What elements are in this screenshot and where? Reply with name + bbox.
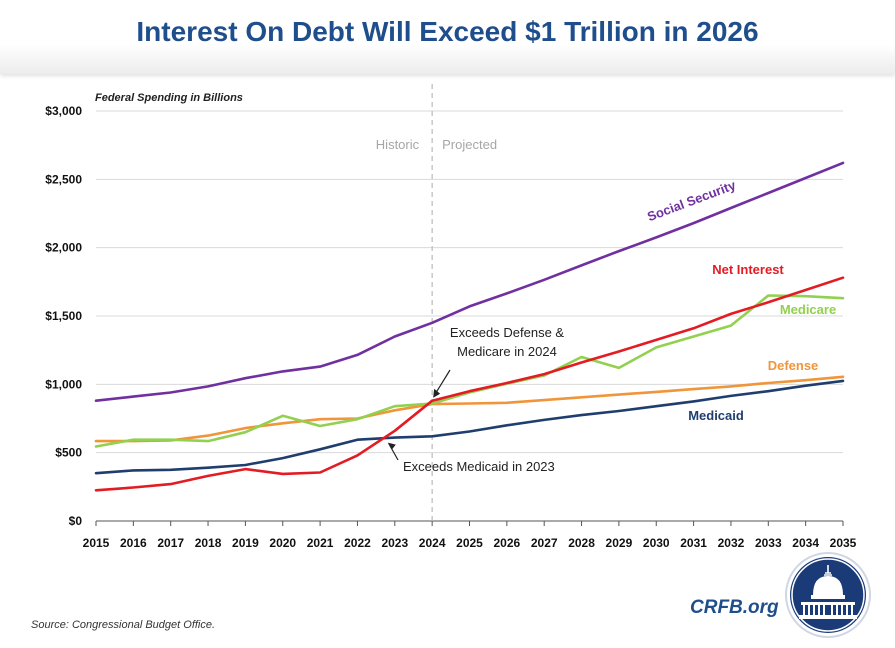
page-title: Interest On Debt Will Exceed $1 Trillion… [136, 16, 759, 47]
x-tick-label: 2018 [195, 536, 222, 550]
series-line-net-interest [94, 276, 845, 492]
x-tick-label: 2019 [232, 536, 259, 550]
x-tick-label: 2016 [120, 536, 147, 550]
x-tick-label: 2035 [830, 536, 857, 550]
projected-label: Projected [442, 137, 497, 152]
x-tick-label: 2017 [157, 536, 184, 550]
y-tick-label: $0 [69, 514, 83, 528]
y-tick-label: $1,000 [45, 377, 82, 391]
x-tick-label: 2023 [381, 536, 408, 550]
x-tick-label: 2021 [307, 536, 334, 550]
x-tick-label: 2029 [606, 536, 633, 550]
series-label-social-security: Social Security [645, 177, 738, 224]
series-line-medicaid [94, 379, 845, 475]
series-label-net-interest: Net Interest [712, 262, 784, 277]
x-tick-label: 2033 [755, 536, 782, 550]
x-tick-label: 2028 [568, 536, 595, 550]
y-tick-label: $2,500 [45, 172, 82, 186]
x-tick-label: 2015 [83, 536, 110, 550]
annotation-arrowhead-defense-medicare [433, 388, 441, 398]
x-tick-label: 2024 [419, 536, 446, 550]
series-label-medicaid: Medicaid [688, 408, 744, 423]
y-tick-label: $3,000 [45, 104, 82, 118]
x-tick-label: 2034 [792, 536, 819, 550]
header-band [0, 0, 895, 74]
x-tick-label: 2026 [493, 536, 520, 550]
series-label-medicare: Medicare [780, 302, 836, 317]
x-tick-label: 2022 [344, 536, 371, 550]
y-tick-label: $500 [55, 446, 82, 460]
crfb-brand[interactable]: CRFB.org [690, 597, 779, 618]
y-tick-label: $2,000 [45, 241, 82, 255]
y-tick-label: $1,500 [45, 309, 82, 323]
annotation-defense-medicare-line2: Medicare in 2024 [457, 344, 557, 359]
x-tick-label: 2025 [456, 536, 483, 550]
x-tick-label: 2031 [680, 536, 707, 550]
historic-label: Historic [376, 137, 420, 152]
source-note: Source: Congressional Budget Office. [31, 619, 216, 631]
series-label-defense: Defense [768, 358, 819, 373]
x-tick-label: 2030 [643, 536, 670, 550]
series-line-social-security [94, 161, 845, 403]
annotation-defense-medicare-line1: Exceeds Defense & [450, 325, 565, 340]
annotation-medicaid: Exceeds Medicaid in 2023 [403, 459, 555, 474]
annotation-arrowhead-medicaid [387, 442, 396, 450]
x-tick-label: 2020 [269, 536, 296, 550]
chart-subtitle: Federal Spending in Billions [95, 92, 243, 104]
x-tick-label: 2027 [531, 536, 558, 550]
capitol-seal-icon [785, 552, 871, 638]
series-line-medicare [94, 294, 845, 448]
series-line-defense [94, 375, 845, 443]
x-tick-label: 2032 [718, 536, 745, 550]
